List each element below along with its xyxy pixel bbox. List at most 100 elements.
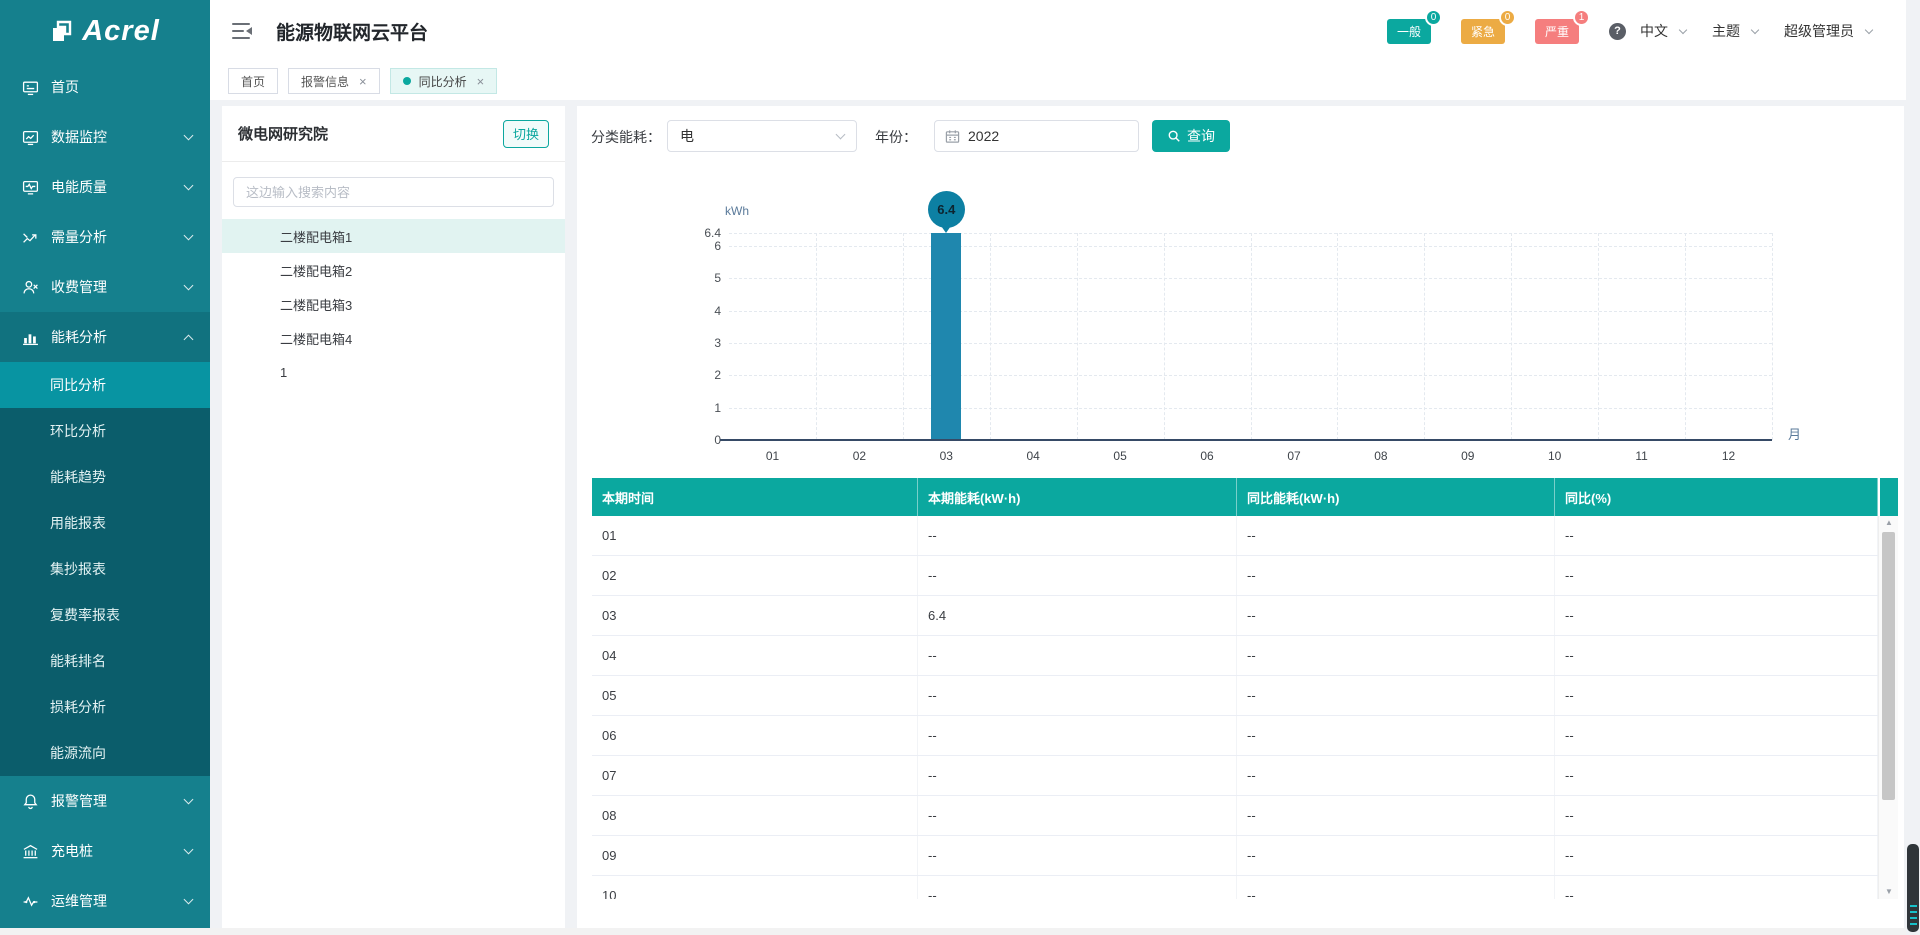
table-cell: -- <box>918 796 1237 835</box>
table-cell: -- <box>918 716 1237 755</box>
bar-tooltip: 6.4 <box>927 191 965 228</box>
sidebar-item-energy-ranking[interactable]: 能耗排名 <box>0 638 210 684</box>
sidebar-item-meter-reading-report[interactable]: 集抄报表 <box>0 546 210 592</box>
device-list-item[interactable]: 二楼配电箱2 <box>222 253 565 287</box>
x-tick-label: 08 <box>1374 449 1388 463</box>
sidebar-item-demand-analysis[interactable]: 需量分析 <box>0 212 210 262</box>
sidebar-item-energy-analysis[interactable]: 能耗分析 <box>0 312 210 362</box>
device-list-item[interactable]: 二楼配电箱4 <box>222 321 565 355</box>
y-tick-label: 2 <box>714 368 721 383</box>
bar-03[interactable] <box>931 233 962 440</box>
chevron-down-icon <box>183 180 194 191</box>
table-row: 04 -- -- -- <box>592 636 1878 676</box>
chevron-down-icon <box>183 844 194 855</box>
sidebar-item-energy-flow[interactable]: 能源流向 <box>0 730 210 776</box>
alarm-button-severe[interactable]: 严重 1 <box>1535 8 1590 44</box>
x-tick-label: 03 <box>939 449 953 463</box>
table-cell: -- <box>918 676 1237 715</box>
scroll-up-icon[interactable]: ▲ <box>1885 518 1893 527</box>
sidebar-item-label: 电能质量 <box>51 179 107 195</box>
alarm-button-urgent[interactable]: 紧急 0 <box>1461 8 1516 44</box>
device-list-item[interactable]: 二楼配电箱1 <box>222 219 565 253</box>
alarm-count-badge: 0 <box>1425 8 1442 26</box>
gridline <box>1598 233 1600 440</box>
alarm-button-general[interactable]: 一般 0 <box>1387 8 1442 44</box>
x-tick-label: 06 <box>1200 449 1214 463</box>
x-tick-label: 05 <box>1113 449 1127 463</box>
category-label: 分类能耗： <box>591 129 661 145</box>
table-cell: -- <box>1555 556 1878 595</box>
gridline <box>1337 233 1339 440</box>
x-axis-unit-label: 月 <box>1788 427 1802 442</box>
sidebar-item-multi-rate-report[interactable]: 复费率报表 <box>0 592 210 638</box>
language-dropdown[interactable]: 中文 <box>1640 21 1688 41</box>
category-select[interactable]: 电 <box>667 120 857 152</box>
active-tab-dot <box>402 77 411 85</box>
x-tick-label: 11 <box>1635 449 1648 463</box>
x-tick-label: 04 <box>1026 449 1040 463</box>
chevron-down-icon <box>835 129 846 139</box>
horizontal-scrollbar-track[interactable] <box>0 928 1906 935</box>
sidebar-item-alarm-management[interactable]: 报警管理 <box>0 776 210 826</box>
device-name: 二楼配电箱1 <box>280 229 353 245</box>
help-icon[interactable]: ? <box>1609 22 1626 40</box>
query-button[interactable]: 查询 <box>1152 120 1230 152</box>
y-tick-label: 5 <box>714 271 721 286</box>
table-cell: -- <box>1237 516 1555 555</box>
sidebar-item-data-monitoring[interactable]: 数据监控 <box>0 112 210 162</box>
sidebar-item-power-quality[interactable]: 电能质量 <box>0 162 210 212</box>
sidebar-item-ops-management[interactable]: 运维管理 <box>0 876 210 926</box>
theme-dropdown[interactable]: 主题 <box>1712 21 1760 41</box>
table-cell: -- <box>1237 716 1555 755</box>
sidebar-item-loss-analysis[interactable]: 损耗分析 <box>0 684 210 730</box>
device-list-item[interactable]: 1 <box>222 355 565 389</box>
sidebar-item-charging-pile[interactable]: 充电桩 <box>0 826 210 876</box>
device-list-item[interactable]: 二楼配电箱3 <box>222 287 565 321</box>
year-picker[interactable]: 2022 <box>934 120 1139 152</box>
tab-yoy-analysis[interactable]: 同比分析 × <box>389 68 498 94</box>
user-dropdown[interactable]: 超级管理员 <box>1784 21 1874 41</box>
search-input[interactable] <box>233 177 554 207</box>
table-scrollbar-thumb[interactable] <box>1882 532 1895 800</box>
x-tick-label: 09 <box>1461 449 1475 463</box>
search-icon <box>1168 130 1180 142</box>
vertical-scrollbar-track[interactable] <box>1906 0 1920 935</box>
sidebar-subitem-label: 能耗趋势 <box>50 469 106 485</box>
table-row: 06 -- -- -- <box>592 716 1878 756</box>
alarm-button-label: 紧急 <box>1470 24 1495 39</box>
sidebar-item-energy-trend[interactable]: 能耗趋势 <box>0 454 210 500</box>
device-list: 二楼配电箱1 二楼配电箱2 二楼配电箱3 二楼配电箱4 1 <box>222 219 565 389</box>
sidebar-item-yoy-analysis[interactable]: 同比分析 <box>0 362 210 408</box>
data-table: 本期时间 本期能耗(kW·h) 同比能耗(kW·h) 同比(%) 01 -- -- -- 02… <box>592 478 1898 899</box>
gridline <box>1076 233 1078 440</box>
table-scrollbar[interactable]: ▲ ▼ <box>1878 516 1898 899</box>
close-icon[interactable]: × <box>476 73 485 89</box>
table-row: 07 -- -- -- <box>592 756 1878 796</box>
collapse-sidebar-icon[interactable] <box>232 23 252 39</box>
chevron-down-icon <box>1750 25 1760 34</box>
tab-alarm-info[interactable]: 报警信息 × <box>288 68 380 94</box>
vertical-scrollbar-thumb[interactable] <box>1907 844 1919 932</box>
alarm-button-label: 严重 <box>1544 24 1569 39</box>
sidebar-item-home[interactable]: 首页 <box>0 62 210 112</box>
year-value: 2022 <box>968 128 1000 144</box>
table-cell: -- <box>1555 756 1878 795</box>
switch-button[interactable]: 切换 <box>503 119 549 148</box>
gridline <box>1250 233 1252 440</box>
sidebar-item-label: 首页 <box>51 79 79 95</box>
scroll-down-icon[interactable]: ▼ <box>1885 887 1893 896</box>
query-button-label: 查询 <box>1187 128 1215 144</box>
home-icon <box>22 81 39 95</box>
sidebar-subitem-label: 损耗分析 <box>50 699 106 715</box>
device-name: 1 <box>280 364 288 380</box>
sidebar-subitem-label: 同比分析 <box>50 377 106 393</box>
gridline <box>815 233 817 440</box>
tab-home[interactable]: 首页 <box>228 68 279 94</box>
close-icon[interactable]: × <box>359 73 367 89</box>
sidebar-item-energy-report[interactable]: 用能报表 <box>0 500 210 546</box>
filter-bar: 分类能耗： 电 年份： 2022 查询 <box>577 106 1904 166</box>
sidebar-item-fee-management[interactable]: 收费管理 <box>0 262 210 312</box>
sidebar-item-mom-analysis[interactable]: 环比分析 <box>0 408 210 454</box>
table-cell: -- <box>1237 596 1555 635</box>
y-tick-label: 6 <box>714 238 721 253</box>
